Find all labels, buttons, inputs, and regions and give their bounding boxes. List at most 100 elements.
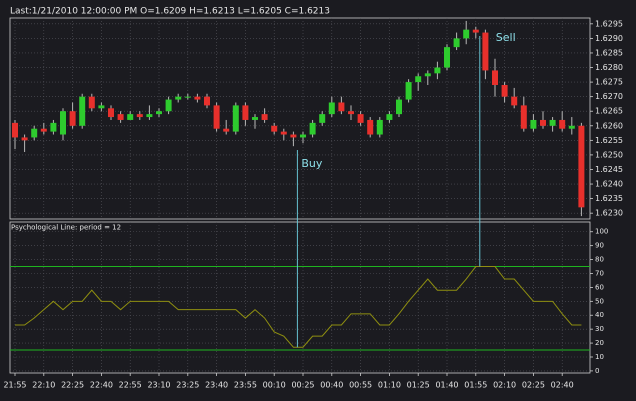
candle-body xyxy=(79,96,86,126)
x-tick-label: 00:10 xyxy=(263,381,286,390)
y-tick-label: 40 xyxy=(595,311,604,319)
y-tick-label: 70 xyxy=(595,269,604,277)
y-tick-label: 1.6260 xyxy=(595,121,623,130)
candle-body xyxy=(280,131,287,135)
chart-title: Last:1/21/2010 12:00:00 PM O=1.6209 H=1.… xyxy=(10,7,330,17)
candle-body xyxy=(40,128,47,132)
candle-body xyxy=(463,29,470,39)
y-tick-label: 1.6250 xyxy=(595,150,623,159)
x-tick-label: 21:55 xyxy=(3,381,26,390)
candle-body xyxy=(559,119,566,129)
candle-body xyxy=(300,134,306,138)
x-tick-label: 22:10 xyxy=(32,381,55,390)
y-tick-label: 1.6235 xyxy=(595,194,623,203)
x-tick-label: 02:40 xyxy=(551,381,574,390)
candle-body xyxy=(338,102,345,112)
candle-body xyxy=(540,119,546,126)
x-tick-label: 22:40 xyxy=(90,381,113,390)
candle-body xyxy=(60,111,66,135)
candle-body xyxy=(348,111,354,115)
candle-body xyxy=(50,122,57,132)
x-tick-label: 02:25 xyxy=(522,381,545,390)
candle-body xyxy=(204,96,210,106)
y-tick-label: 10 xyxy=(595,353,604,361)
x-tick-label: 01:40 xyxy=(435,381,458,390)
candle-body xyxy=(309,122,316,135)
y-tick-label: 0 xyxy=(595,367,599,375)
candle-body xyxy=(21,137,28,141)
candle-body xyxy=(472,29,479,33)
candle-body xyxy=(98,105,105,109)
candle-body xyxy=(117,114,124,120)
candle-body xyxy=(376,119,383,135)
candle-body xyxy=(271,125,278,132)
candle-body xyxy=(367,119,374,135)
y-tick-label: 1.6240 xyxy=(595,180,623,189)
y-tick-label: 1.6275 xyxy=(595,78,623,87)
x-tick-label: 23:40 xyxy=(205,381,228,390)
x-tick-label: 01:55 xyxy=(464,381,487,390)
y-tick-label: 1.6270 xyxy=(595,92,623,101)
candle-body xyxy=(357,114,364,123)
candle-body xyxy=(530,119,537,129)
candle-body xyxy=(146,114,153,118)
candle-body xyxy=(501,85,508,97)
candle-body xyxy=(405,82,412,100)
candle-body xyxy=(568,125,575,129)
candle-body xyxy=(453,38,460,48)
y-tick-label: 1.6245 xyxy=(595,165,623,174)
indicator-title: Psychological Line: period = 12 xyxy=(11,224,121,232)
candle-body xyxy=(136,114,143,118)
candle-body xyxy=(232,105,239,132)
candle-body xyxy=(184,96,191,98)
x-tick-label: 23:25 xyxy=(176,381,199,390)
candle-body xyxy=(520,105,527,129)
candle-body xyxy=(127,114,134,120)
x-tick-label: 23:10 xyxy=(147,381,170,390)
candle-body xyxy=(252,117,258,120)
candle-body xyxy=(165,99,172,112)
x-tick-label: 00:55 xyxy=(349,381,372,390)
x-tick-label: 01:25 xyxy=(407,381,430,390)
y-tick-label: 1.6255 xyxy=(595,136,623,145)
candle-body xyxy=(156,111,162,115)
candle-body xyxy=(175,96,182,100)
candle-body xyxy=(386,114,393,120)
indicator-line xyxy=(15,266,582,348)
candle-body xyxy=(69,111,76,126)
y-tick-label: 100 xyxy=(595,228,608,236)
x-tick-label: 00:40 xyxy=(320,381,343,390)
y-tick-label: 90 xyxy=(595,242,604,250)
y-tick-label: 1.6285 xyxy=(595,48,623,57)
x-tick-label: 00:25 xyxy=(291,381,314,390)
candle-body xyxy=(261,114,268,120)
y-tick-label: 1.6280 xyxy=(595,63,623,72)
candle-body xyxy=(319,114,326,123)
candle-body xyxy=(424,73,431,77)
candle-body xyxy=(549,119,556,126)
signal-label: Buy xyxy=(301,157,323,170)
candle-body xyxy=(31,128,38,138)
candle-body xyxy=(396,99,402,115)
y-tick-label: 80 xyxy=(595,256,604,264)
candle-body xyxy=(578,125,585,208)
candle-body xyxy=(108,108,114,118)
x-tick-label: 02:10 xyxy=(493,381,516,390)
y-tick-label: 1.6265 xyxy=(595,107,623,116)
candle-body xyxy=(444,47,450,68)
candle-body xyxy=(88,96,95,109)
y-tick-label: 20 xyxy=(595,339,604,347)
candle-body xyxy=(482,32,489,71)
candle-body xyxy=(328,102,335,115)
candle-body xyxy=(492,70,498,85)
x-tick-label: 22:55 xyxy=(119,381,142,390)
x-tick-label: 01:10 xyxy=(378,381,401,390)
candle-body xyxy=(290,134,297,138)
y-tick-label: 1.6230 xyxy=(595,209,623,218)
candle-body xyxy=(415,76,422,83)
candle-body xyxy=(434,67,441,74)
signal-label: Sell xyxy=(496,31,516,44)
y-tick-label: 50 xyxy=(595,297,604,305)
